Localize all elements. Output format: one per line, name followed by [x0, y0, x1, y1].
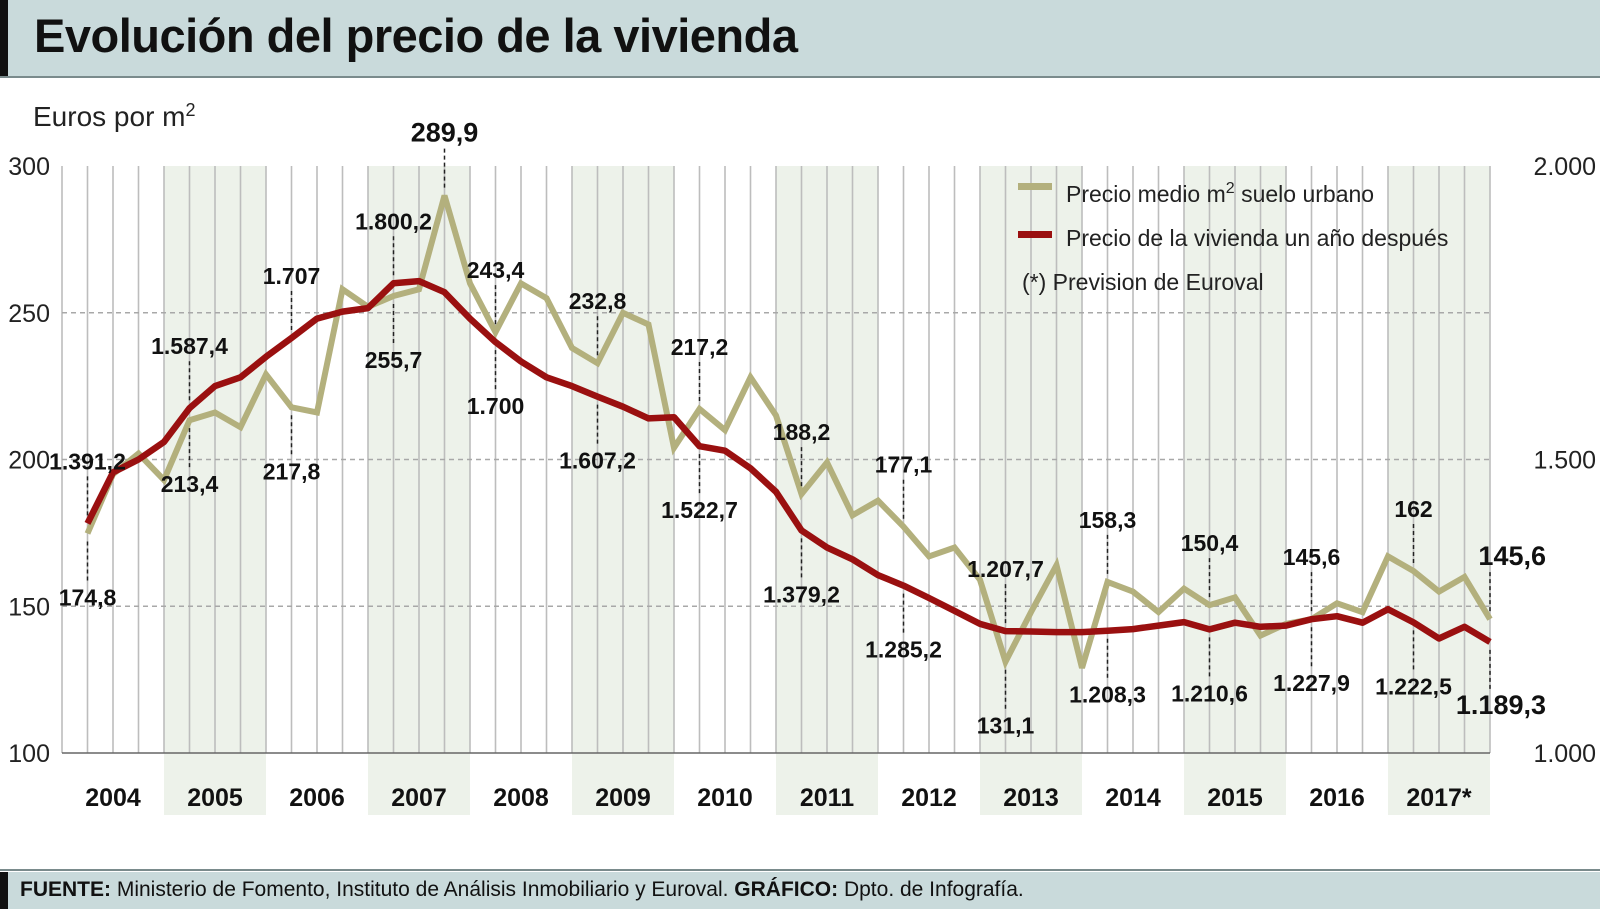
data-label-land: 217,2 — [671, 334, 729, 360]
data-label-housing: 1.210,6 — [1171, 680, 1248, 706]
source-text: Ministerio de Fomento, Instituto de Anál… — [111, 878, 735, 901]
legend-swatch-land — [1018, 183, 1052, 190]
data-label-housing: 1.607,2 — [559, 448, 636, 474]
data-label-housing: 1.227,9 — [1273, 670, 1350, 696]
legend-swatch-housing — [1018, 231, 1052, 238]
data-label-land: 217,8 — [263, 458, 321, 484]
data-label-land: 255,7 — [365, 347, 423, 373]
line-chart: 100 150 200 250 300 1.000 1.500 2.000 2004 2005 20… — [8, 118, 1596, 815]
footer-bar: FUENTE: Ministerio de Fomento, Instituto… — [0, 872, 1600, 909]
data-label-housing: 1.587,4 — [151, 333, 228, 359]
data-label-housing: 1.379,2 — [763, 581, 840, 607]
x-tick-label: 2013 — [1003, 784, 1059, 812]
y-right-tick-label: 1.000 — [1533, 740, 1596, 768]
data-label-housing: 1.700 — [467, 393, 525, 419]
footer-divider — [0, 869, 1600, 871]
data-label-housing: 1.285,2 — [865, 637, 942, 663]
legend-note: (*) Prevision de Euroval — [1022, 269, 1264, 295]
x-tick-label: 2005 — [187, 784, 243, 812]
data-label-land: 162 — [1394, 496, 1432, 522]
data-label-housing: 1.800,2 — [355, 208, 432, 234]
data-label-land: 145,6 — [1283, 544, 1341, 570]
graphic-label: GRÁFICO: — [734, 878, 839, 901]
data-label-land: 289,9 — [411, 118, 479, 148]
y-right-tick-label: 2.000 — [1533, 153, 1596, 181]
legend-label-housing: Precio de la vivienda un año después — [1066, 225, 1448, 251]
y-left-tick-label: 150 — [8, 593, 50, 621]
x-tick-label: 2015 — [1207, 784, 1263, 812]
y-left-tick-label: 250 — [8, 300, 50, 328]
source-label: FUENTE: — [20, 878, 111, 901]
data-label-housing: 1.222,5 — [1375, 673, 1452, 699]
x-tick-label: 2016 — [1309, 784, 1365, 812]
data-label-land: 145,6 — [1478, 541, 1546, 571]
x-tick-label: 2006 — [289, 784, 345, 812]
data-label-land: 174,8 — [59, 584, 117, 610]
source-credit: FUENTE: Ministerio de Fomento, Instituto… — [20, 878, 1024, 902]
data-label-land: 243,4 — [467, 257, 525, 283]
data-label-land: 213,4 — [161, 471, 219, 497]
data-label-land: 150,4 — [1181, 530, 1239, 556]
legend-label-end: suelo urbano — [1235, 181, 1374, 207]
graphic-text: Dpto. de Infografía. — [838, 878, 1024, 901]
data-label-land: 158,3 — [1079, 507, 1137, 533]
y-left-tick-label: 300 — [8, 153, 50, 181]
legend-label-land: Precio medio m2 suelo urbano — [1066, 180, 1374, 207]
x-tick-label: 2017* — [1406, 784, 1472, 812]
x-tick-label: 2010 — [697, 784, 753, 812]
data-label-housing: 1.207,7 — [967, 556, 1044, 582]
x-tick-label: 2009 — [595, 784, 651, 812]
data-label-housing: 1.522,7 — [661, 497, 738, 523]
x-tick-label: 2014 — [1105, 784, 1161, 812]
data-label-land: 232,8 — [569, 288, 627, 314]
x-tick-label: 2004 — [85, 784, 141, 812]
data-label-housing: 1.391,2 — [49, 448, 126, 474]
x-tick-label: 2008 — [493, 784, 549, 812]
y-axis-units: Euros por m2 — [33, 100, 196, 133]
y-right-tick-label: 1.500 — [1533, 447, 1596, 475]
y-left-tick-label: 100 — [8, 740, 50, 768]
units-label: Euros por m — [33, 101, 186, 132]
x-tick-label: 2007 — [391, 784, 447, 812]
legend-label-superscript: 2 — [1226, 180, 1235, 197]
data-label-housing: 1.208,3 — [1069, 682, 1146, 708]
x-tick-label: 2012 — [901, 784, 957, 812]
data-label-land: 188,2 — [773, 419, 831, 445]
title-bar: Evolución del precio de la vivienda — [0, 0, 1600, 76]
units-superscript: 2 — [185, 100, 196, 120]
data-label-land: 131,1 — [977, 713, 1035, 739]
data-label-land: 177,1 — [875, 452, 933, 478]
data-label-housing: 1.189,3 — [1456, 690, 1546, 720]
page-title: Evolución del precio de la vivienda — [34, 9, 798, 62]
x-tick-label: 2011 — [800, 784, 854, 812]
title-divider — [0, 76, 1600, 78]
data-label-housing: 1.707 — [263, 263, 321, 289]
series-line-housing-price — [84, 277, 1492, 645]
y-left-tick-label: 200 — [8, 447, 50, 475]
